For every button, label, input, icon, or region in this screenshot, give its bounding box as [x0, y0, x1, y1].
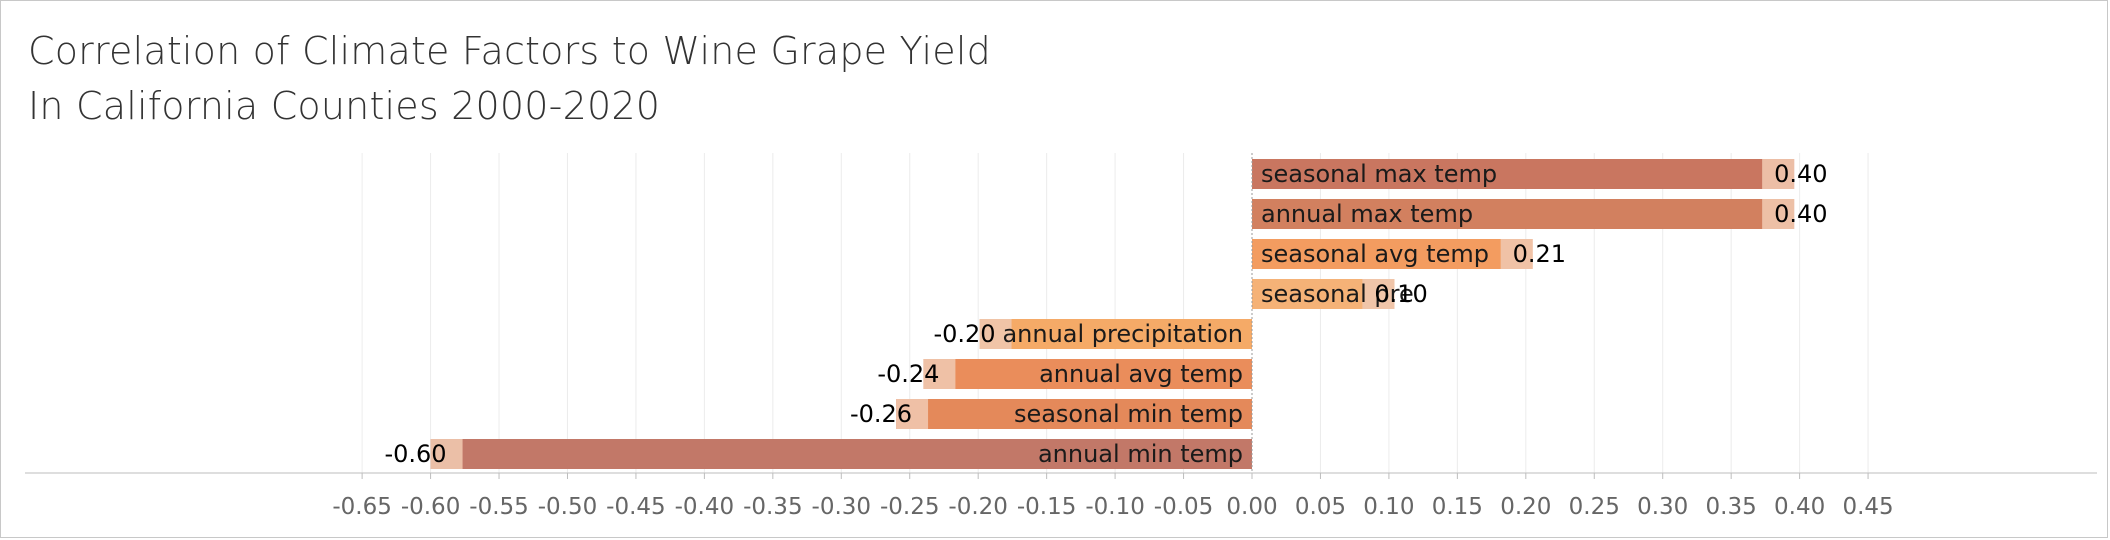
- bar[interactable]: [430, 439, 1253, 469]
- bar-category-label: annual max temp: [1261, 200, 1473, 228]
- bar-category-label: seasonal avg temp: [1261, 240, 1489, 268]
- x-tick-label: -0.55: [469, 494, 529, 520]
- bar[interactable]: [1252, 159, 1795, 189]
- range-band: [430, 439, 463, 469]
- range-band: [896, 399, 929, 429]
- bar-category-label: seasonal min temp: [1014, 400, 1243, 428]
- bar-value-label: 0.21: [1513, 240, 1566, 268]
- bar-category-label: annual precipitation: [1002, 320, 1243, 348]
- x-tick-label: -0.30: [812, 494, 872, 520]
- x-tick-label: 0.05: [1295, 494, 1346, 520]
- x-tick-label: 0.30: [1637, 494, 1688, 520]
- x-tick-label: -0.35: [743, 494, 803, 520]
- x-tick-label: 0.25: [1569, 494, 1620, 520]
- bars: seasonal max temp 0.40 annual max temp 0.40…: [384, 159, 1828, 469]
- x-tick-label: -0.45: [606, 494, 666, 520]
- x-tick-label: -0.10: [1085, 494, 1145, 520]
- bar-value-label: -0.24: [877, 360, 939, 388]
- x-tick-label: 0.00: [1226, 494, 1277, 520]
- range-band: [979, 319, 1012, 349]
- gridlines: [361, 153, 1869, 473]
- x-tick-label: 0.20: [1500, 494, 1551, 520]
- chart-title-line-2: In California Counties 2000-2020: [28, 84, 661, 128]
- bar-value-label: -0.26: [850, 400, 912, 428]
- x-axis: -0.65 -0.60 -0.55 -0.50 -0.45 -0.40 -0.35 -0.30…: [25, 153, 2097, 520]
- x-tick-label: -0.40: [675, 494, 735, 520]
- bar-category-label: annual min temp: [1038, 440, 1243, 468]
- chart-title-line-1: Correlation of Climate Factors to Wine G…: [28, 29, 991, 73]
- bar[interactable]: [1252, 199, 1795, 229]
- bar-category-label: seasonal pre: [1261, 280, 1414, 308]
- bar[interactable]: [1252, 239, 1533, 269]
- x-tick-label: -0.65: [332, 494, 392, 520]
- range-band: [1500, 239, 1533, 269]
- x-tick-label: -0.15: [1017, 494, 1077, 520]
- bar[interactable]: [979, 319, 1252, 349]
- bar-category-label: seasonal max temp: [1261, 160, 1497, 188]
- x-tick-label: 0.10: [1363, 494, 1414, 520]
- x-tick-label: 0.45: [1842, 494, 1893, 520]
- bar-value-label: 0.10: [1374, 280, 1427, 308]
- bar-value-label: 0.40: [1774, 200, 1827, 228]
- bar-value-label: -0.60: [384, 440, 446, 468]
- bar-value-label: 0.40: [1774, 160, 1827, 188]
- x-tick-label: 0.15: [1432, 494, 1483, 520]
- x-tick-label: -0.60: [401, 494, 461, 520]
- range-band: [1362, 279, 1395, 309]
- x-tick-label: -0.05: [1154, 494, 1214, 520]
- x-tick-label: -0.50: [538, 494, 598, 520]
- x-tick-label: 0.35: [1706, 494, 1757, 520]
- x-tick-label: 0.40: [1774, 494, 1825, 520]
- bar-category-label: annual avg temp: [1039, 360, 1243, 388]
- range-band: [1762, 159, 1795, 189]
- x-tick-label: -0.25: [880, 494, 940, 520]
- range-band: [1762, 199, 1795, 229]
- bar[interactable]: [896, 399, 1252, 429]
- bar[interactable]: [923, 359, 1252, 389]
- bar-value-label: -0.20: [933, 320, 995, 348]
- range-band: [923, 359, 956, 389]
- x-tick-label: -0.20: [948, 494, 1008, 520]
